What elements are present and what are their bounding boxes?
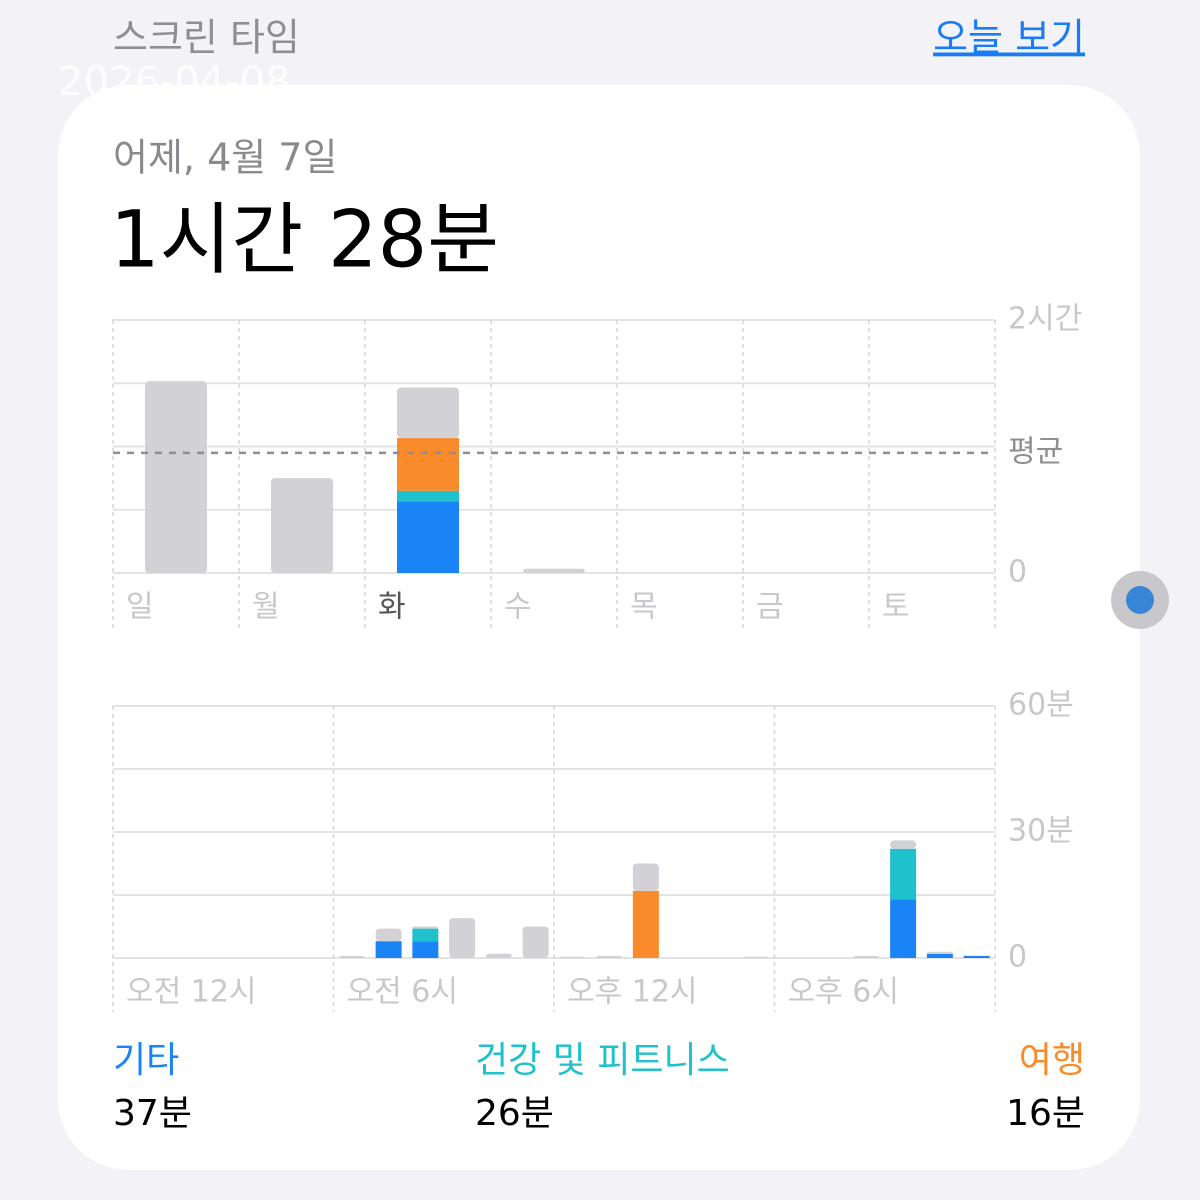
bar-segment (271, 478, 333, 573)
category-total: 37분 (113, 1093, 192, 1134)
x-tick-label: 일 (126, 590, 154, 625)
bar-segment (412, 928, 439, 942)
bar-segment (449, 918, 476, 958)
bar-segment (853, 955, 880, 958)
bar-segment (890, 899, 917, 958)
x-tick-label: 오후 6시 (788, 975, 899, 1010)
x-tick-label: 오전 12시 (126, 975, 257, 1010)
x-tick-label: 월 (252, 590, 280, 625)
category-name: 여행 (1019, 1040, 1085, 1081)
bar-segment (523, 568, 585, 573)
today-link[interactable]: 오늘 보기 (933, 16, 1085, 60)
bar-segment (926, 951, 953, 954)
bar-segment (412, 941, 439, 958)
y-tick-label: 30분 (1008, 814, 1074, 849)
bar-segment (926, 953, 953, 958)
header-title: 스크린 타임 (113, 16, 300, 60)
y-tick-label: 0 (1008, 940, 1027, 975)
x-tick-label: 수 (504, 590, 532, 625)
bar-segment (375, 941, 402, 958)
bar-segment (963, 955, 990, 958)
x-tick-label: 오전 6시 (347, 975, 458, 1010)
bar-segment (397, 387, 459, 439)
x-tick-label: 목 (630, 590, 658, 625)
bar-segment (559, 956, 586, 958)
y-tick-label: 2시간 (1008, 302, 1082, 337)
bar-segment (412, 926, 439, 929)
category-name: 기타 (113, 1040, 179, 1081)
bar-segment (890, 840, 917, 849)
bar-segment (890, 848, 917, 900)
bar-segment (522, 926, 549, 958)
bar-segment (632, 863, 659, 891)
x-tick-label: 화 (378, 590, 406, 625)
bar-segment (375, 928, 402, 942)
y-tick-label: 0 (1008, 555, 1027, 590)
bar-segment (338, 955, 365, 958)
date-label: 어제, 4월 7일 (113, 136, 337, 180)
bar-segment (397, 490, 459, 502)
bar-segment (397, 501, 459, 573)
bar-segment (145, 381, 207, 573)
bar-segment (596, 955, 623, 958)
total-time: 1시간 28분 (110, 195, 499, 285)
x-tick-label: 금 (756, 590, 784, 625)
bar-segment (632, 890, 659, 958)
bar-segment (485, 953, 512, 958)
bar-segment (397, 438, 459, 491)
card (58, 85, 1140, 1170)
scroll-handle-dot (1126, 586, 1154, 614)
category-total: 26분 (475, 1093, 554, 1134)
y-tick-label: 60분 (1008, 688, 1074, 723)
x-tick-label: 토 (882, 590, 910, 625)
category-total: 16분 (1006, 1093, 1085, 1134)
x-tick-label: 오후 12시 (567, 975, 698, 1010)
average-label: 평균 (1008, 434, 1063, 469)
watermark: 2026-04-08 (58, 59, 290, 105)
category-name: 건강 및 피트니스 (475, 1040, 730, 1081)
bar-segment (743, 956, 770, 958)
